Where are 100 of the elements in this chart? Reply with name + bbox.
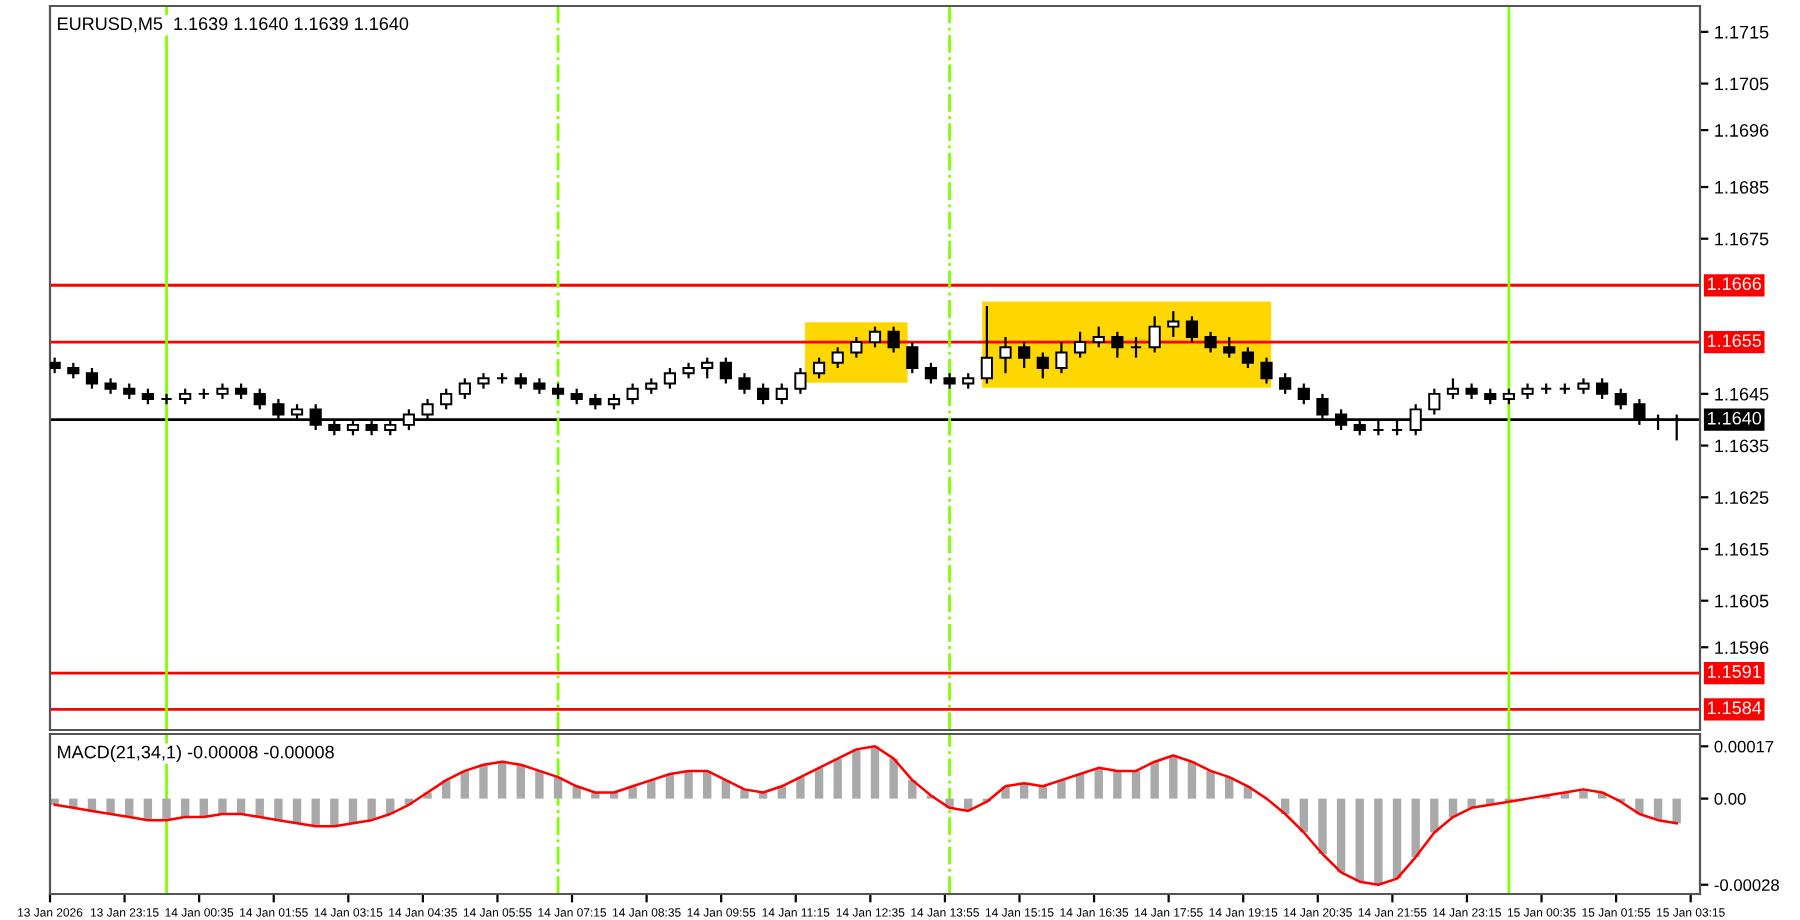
bar [106, 798, 115, 814]
bar [1374, 798, 1383, 885]
bar [908, 780, 917, 799]
bar [1131, 770, 1141, 799]
candlestick [1204, 330, 1217, 354]
bar [833, 758, 842, 799]
bar [553, 777, 563, 799]
y-tick-label: -0.00028 [1714, 879, 1779, 891]
candlestick [663, 366, 677, 390]
candlestick [1297, 382, 1310, 406]
candlestick [850, 335, 863, 359]
text: EURUSD,M5 1.1639 1.1640 1.1639 1.1640 [58, 17, 409, 33]
y-tick-label: 1.1675 [1715, 232, 1769, 246]
y-tick-label: 1.1705 [1715, 77, 1769, 91]
bar [1169, 755, 1178, 799]
bar [460, 770, 470, 799]
y-tick-label: 1.1625 [1715, 491, 1769, 505]
candlestick [626, 382, 639, 406]
candlestick [775, 382, 788, 406]
candlestick [1055, 341, 1068, 375]
candlestick [1185, 315, 1199, 344]
ref-line-label: 1.1655 [1707, 334, 1762, 347]
candlestick [906, 341, 919, 375]
candlestick [253, 387, 266, 411]
text: MACD(21,34,1) -0.00008 -0.00008 [58, 745, 334, 763]
bar [1057, 780, 1066, 799]
candlestick [85, 366, 99, 390]
candlestick [458, 377, 471, 401]
y-tick-label: 1.1645 [1715, 387, 1769, 401]
bar [441, 780, 451, 799]
bar [1094, 767, 1103, 799]
bar [647, 780, 656, 799]
bar [311, 798, 320, 827]
bar [1411, 798, 1420, 858]
bar [852, 749, 861, 799]
ref-line-label: 1.1591 [1707, 665, 1761, 678]
bar [516, 764, 525, 799]
bar [870, 746, 880, 799]
ref-line-label: 1.1666 [1707, 277, 1762, 291]
ref-line-label: 1.1640 [1707, 411, 1762, 425]
bar [1206, 770, 1215, 799]
candlestick [1018, 341, 1031, 370]
candlestick [1111, 330, 1124, 359]
bar [330, 798, 339, 827]
y-tick-label: 1.1685 [1715, 180, 1769, 194]
candlestick [924, 361, 938, 385]
y-tick-label: 1.1696 [1715, 124, 1769, 137]
candlestick [812, 356, 826, 380]
line-series [53, 745, 1678, 887]
candlestick [1260, 356, 1273, 385]
candlestick [1446, 377, 1460, 401]
bar [1318, 798, 1327, 854]
candlestick [887, 325, 900, 354]
y-tick-label: 1.1715 [1715, 25, 1769, 39]
ref-line-label: 1.1584 [1707, 701, 1762, 715]
candlestick [868, 325, 882, 349]
bar [218, 798, 227, 814]
candlestick [1148, 315, 1161, 354]
bar [1392, 798, 1402, 879]
candlestick [831, 346, 844, 370]
bar [665, 774, 675, 799]
candlestick [1036, 351, 1049, 380]
candlestick [440, 387, 453, 411]
candlestick [1596, 377, 1609, 401]
candlestick [794, 366, 807, 395]
candlestick [160, 392, 173, 406]
candlestick [1614, 387, 1627, 411]
bar [796, 777, 805, 799]
bar [162, 798, 171, 821]
y-tick-label: 0.00 [1714, 793, 1746, 805]
candlestick [980, 304, 993, 385]
bar [274, 798, 283, 821]
bar [684, 770, 693, 799]
y-tick-label: 1.1596 [1715, 641, 1769, 654]
candlestick [1279, 372, 1292, 395]
bar [535, 770, 544, 799]
y-tick-label: 1.1635 [1715, 439, 1769, 453]
candlestick [1241, 346, 1254, 370]
y-tick-label: 1.1615 [1715, 542, 1769, 556]
candlestick [1092, 325, 1105, 349]
bar [889, 758, 898, 799]
bar [1187, 761, 1197, 799]
bar [479, 764, 488, 799]
candlestick [999, 335, 1012, 375]
candlestick [701, 356, 714, 380]
bar [703, 770, 712, 799]
bar [1336, 798, 1346, 873]
bar [814, 767, 824, 799]
bar [497, 761, 507, 799]
bar [1038, 786, 1047, 799]
bar [1225, 777, 1234, 799]
bar [721, 780, 731, 799]
candlestick [1223, 335, 1236, 359]
bar [1150, 761, 1159, 799]
y-tick-label: 1.1605 [1715, 594, 1769, 608]
bar [1075, 774, 1085, 799]
candlestick [757, 382, 770, 406]
candlestick [1129, 335, 1143, 359]
candlestick [1167, 310, 1180, 339]
bar [1635, 798, 1644, 814]
